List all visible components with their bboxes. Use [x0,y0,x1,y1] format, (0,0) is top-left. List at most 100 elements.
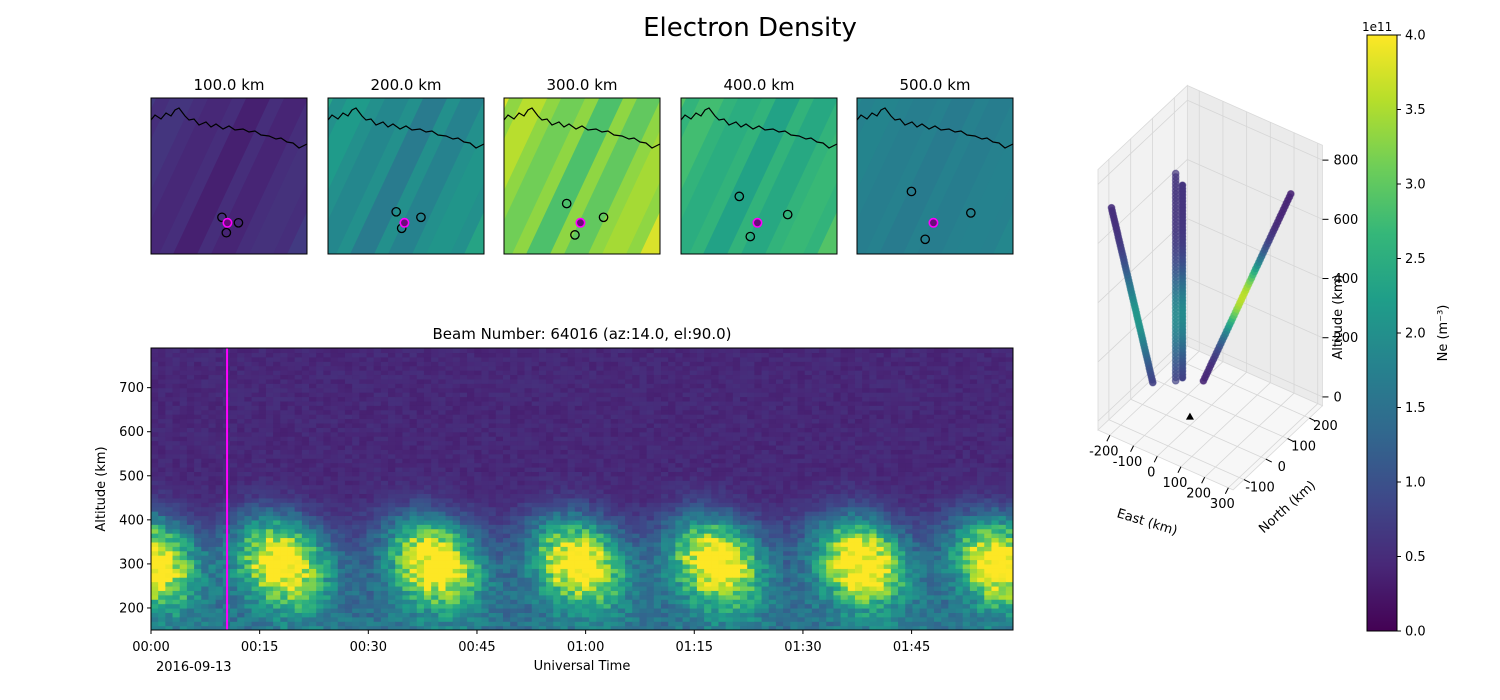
rti-cell [553,484,562,490]
rti-cell [603,524,612,530]
rti-cell [186,400,195,406]
rti-cell [151,581,159,587]
rti-cell [661,352,669,358]
rti-cell [438,603,447,609]
rti-cell [538,383,547,389]
rti-cell [416,427,425,433]
rti-cell [632,511,641,517]
rti-cell [639,528,648,534]
rti-cell [380,537,389,543]
rti-cell [438,440,447,446]
rti-cell [402,418,411,424]
rti-cell [589,559,597,565]
rti-cell [560,594,569,600]
rti-cell [524,480,533,486]
rti-cell [589,563,597,569]
rti-cell [230,497,238,503]
rti-cell [237,462,245,468]
rti-cell [481,383,490,389]
rti-cell [653,392,662,398]
rti-cell [151,550,159,556]
rti-cell [165,475,174,481]
rti-cell [438,616,447,622]
rti-cell [151,528,159,534]
rti-cell [510,550,518,556]
rti-cell [423,444,432,450]
rti-cell [610,440,619,446]
rti-cell [481,550,490,556]
rti-cell [567,365,576,371]
rti-cell [359,502,368,508]
rti-cell [524,612,533,618]
rti-cell [316,497,324,503]
rti-cell [380,480,389,486]
rti-cell [337,440,346,446]
rti-cell [251,436,260,442]
rti-cell [502,603,511,609]
rti-cell [287,466,296,472]
rti-cell [344,541,353,547]
rti-cell [423,581,432,587]
rti-cell [510,537,518,543]
rti-cell [589,405,597,411]
rti-cell [251,506,260,512]
rti-cell [316,612,324,618]
rti-cell [668,440,676,446]
rti-cell [596,422,605,428]
rti-cell [309,555,317,561]
rti-cell [344,370,353,376]
rti-cell [502,537,511,543]
rti-cell [352,599,360,605]
rti-cell [438,489,447,495]
rti-cell [316,427,324,433]
rti-cell [344,348,353,354]
rti-cell [632,612,641,618]
rti-cell [574,418,583,424]
rti-cell [215,572,224,578]
rti-cell [488,396,497,402]
rti-cell [668,436,676,442]
rti-cell [452,603,461,609]
rti-cell [596,374,605,380]
rti-cell [689,541,698,547]
rti-cell [273,365,281,371]
slice-map-title: 200.0 km [370,76,441,94]
rti-cell [589,352,597,358]
rti-cell [165,594,174,600]
rti-cell [309,528,317,534]
rti-cell [359,612,368,618]
rti-cell [316,436,324,442]
rti-cell [416,590,425,596]
rti-cell [632,365,641,371]
rti-cell [596,405,605,411]
rti-cell [165,489,174,495]
rti-cell [344,599,353,605]
rti-cell [481,440,490,446]
rti-cell [309,493,317,499]
rti-cell [294,409,303,415]
rti-cell [668,599,676,605]
rti-cell [431,493,439,499]
rti-cell [510,533,518,539]
rti-cell [380,436,389,442]
rti-cell [682,612,691,618]
rti-cell [237,361,245,367]
rti-cell [524,466,533,472]
rti-cell [668,418,676,424]
rti-cell [158,497,166,503]
rti-cell [165,497,174,503]
rti-cell [409,471,418,477]
rti-cell [366,383,375,389]
rti-cell [510,361,518,367]
rti-cell [488,541,497,547]
rti-cell [294,431,303,437]
rti-cell [524,594,533,600]
rti-cell [230,511,238,517]
rti-cell [567,458,576,464]
rti-cell [201,489,210,495]
rti-cell [445,489,454,495]
rti-cell [646,383,655,389]
rti-cell [567,559,576,565]
rti-cell [309,537,317,543]
rti-cell [287,563,296,569]
